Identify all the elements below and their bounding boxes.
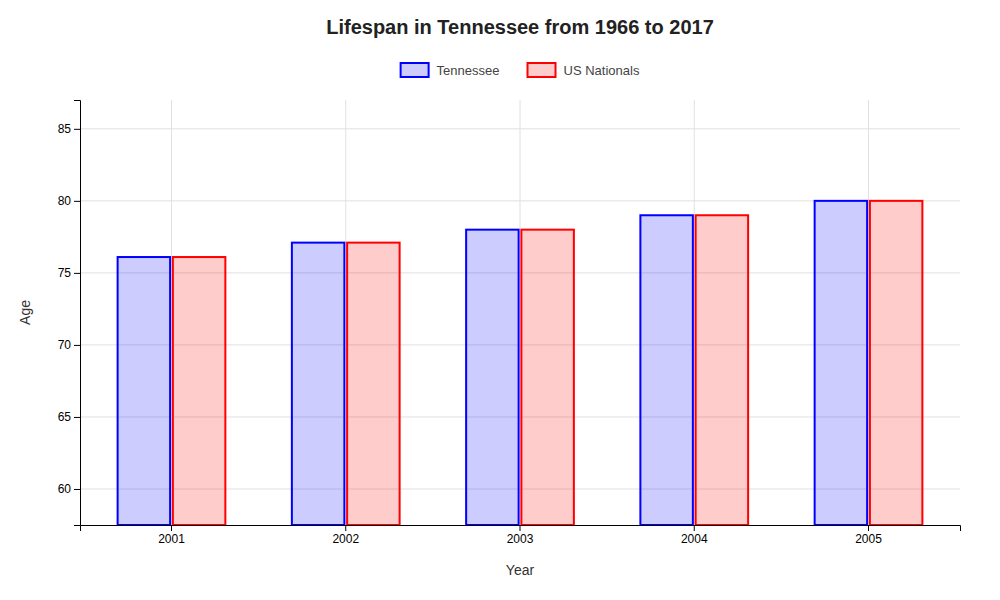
tick: 2003 [507, 525, 534, 546]
tick-label: 65 [58, 410, 72, 424]
series [118, 201, 868, 525]
tick: 80 [58, 194, 80, 208]
title: Lifespan in Tennessee from 1966 to 2017 [326, 16, 714, 38]
bar [292, 243, 344, 525]
tick: 2004 [681, 525, 708, 546]
series [173, 201, 923, 525]
tick-mark [74, 129, 80, 130]
tick-label: 2002 [332, 532, 359, 546]
grid [80, 100, 960, 525]
tick: 75 [58, 266, 80, 280]
tick-mark [74, 489, 80, 490]
tick-label: 2004 [681, 532, 708, 546]
grid-line [868, 100, 869, 525]
tick: 2001 [158, 525, 185, 546]
tick: 85 [58, 122, 80, 136]
grid-line [345, 100, 346, 525]
grid-line [171, 100, 172, 525]
legend-item: US Nationals [528, 63, 640, 78]
tick-label: 2005 [855, 532, 882, 546]
tick: 70 [58, 338, 80, 352]
tick: 2005 [855, 525, 882, 546]
bar [696, 215, 748, 525]
tick: 65 [58, 410, 80, 424]
tick: 2002 [332, 525, 359, 546]
legend-swatch [528, 63, 556, 77]
legend: Tennessee US Nationals [401, 63, 640, 78]
bar [118, 257, 170, 525]
tick-label: 70 [58, 338, 72, 352]
bar [870, 201, 922, 525]
tick-mark [694, 525, 695, 531]
bar [347, 243, 399, 525]
axis-title: Age [17, 300, 33, 325]
tick-label: 80 [58, 194, 72, 208]
tick-label: 60 [58, 482, 72, 496]
y-axis: 60 65 70 75 80 85 [58, 101, 81, 526]
bar [466, 230, 518, 525]
tick-mark [74, 345, 80, 346]
bar [173, 257, 225, 525]
grid-line [520, 100, 521, 525]
axis-title: Year [506, 562, 535, 578]
tick-label: 2003 [507, 532, 534, 546]
tick-mark [74, 273, 80, 274]
tick-label: 75 [58, 266, 72, 280]
tick-mark [74, 417, 80, 418]
tick-mark [171, 525, 172, 531]
tick-label: 85 [58, 122, 72, 136]
tick-label: 2001 [158, 532, 185, 546]
bar [521, 230, 573, 525]
plot: 2001 2002 2003 2004 2005 60 65 70 75 80 85 Year Age [17, 100, 961, 578]
axis-line [74, 101, 81, 526]
tick-mark [345, 525, 346, 531]
legend-label: US Nationals [564, 63, 640, 78]
axis-line [81, 526, 961, 532]
legend-label: Tennessee [437, 63, 500, 78]
bar [815, 201, 867, 525]
x-axis: 2001 2002 2003 2004 2005 [81, 525, 961, 546]
tick-mark [520, 525, 521, 531]
legend-item: Tennessee [401, 63, 500, 78]
tick-mark [74, 201, 80, 202]
bars [118, 201, 923, 525]
chart: 2001 2002 2003 2004 2005 60 65 70 75 80 85 Year Age L… [0, 0, 1000, 600]
grid-line [694, 100, 695, 525]
tick: 60 [58, 482, 80, 496]
legend-swatch [401, 63, 429, 77]
tick-mark [868, 525, 869, 531]
bar [640, 215, 692, 525]
